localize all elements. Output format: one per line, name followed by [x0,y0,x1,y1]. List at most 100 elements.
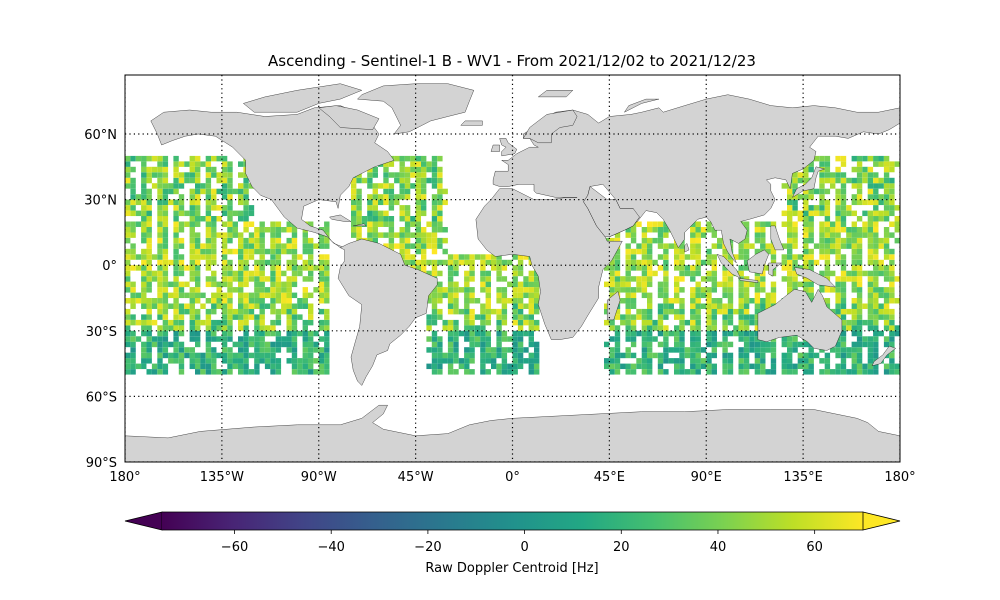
doppler-cell [243,248,249,255]
doppler-cell [189,194,195,200]
doppler-cell [808,161,814,167]
doppler-cell [168,358,174,364]
doppler-cell [297,363,303,370]
doppler-cell [173,243,179,249]
doppler-cell [485,281,491,288]
doppler-cell [157,281,163,288]
doppler-cell [856,336,863,342]
doppler-cell [302,298,308,304]
doppler-cell [851,232,857,238]
doppler-cell [684,352,691,359]
longitude-label: 90°E [691,470,722,485]
doppler-cell [743,358,750,364]
doppler-cell [254,287,260,293]
doppler-cell [146,276,152,282]
doppler-cell [162,166,169,173]
doppler-cell [162,155,169,162]
doppler-cell [873,194,879,200]
doppler-cell [178,347,185,353]
doppler-cell [243,259,249,266]
doppler-cell [840,352,847,359]
doppler-cell [270,303,276,309]
doppler-cell [485,341,491,348]
doppler-cell [367,227,373,233]
doppler-cell [254,363,260,370]
doppler-cell [205,188,212,195]
doppler-cell [157,287,163,293]
doppler-cell [205,199,212,206]
doppler-cell [270,270,276,277]
doppler-cell [743,298,750,304]
doppler-cell [679,248,685,255]
doppler-cell [878,303,884,309]
doppler-cell [846,243,852,249]
doppler-cell [856,216,863,222]
doppler-cell [760,287,766,293]
doppler-cell [787,227,793,233]
doppler-cell [125,319,131,326]
doppler-cell [367,221,373,227]
doppler-cell [421,237,427,244]
doppler-cell [372,188,378,195]
doppler-cell [711,369,717,375]
doppler-cell [485,369,491,375]
doppler-cell [318,325,325,331]
doppler-cell [324,358,330,364]
doppler-cell [162,336,169,342]
doppler-cell [835,259,841,266]
doppler-cell [248,205,255,211]
doppler-cell [485,298,491,304]
doppler-cell [679,347,685,353]
doppler-cell [141,177,147,184]
doppler-cell [399,210,405,217]
doppler-cell [243,216,249,222]
doppler-cell [706,287,712,293]
doppler-cell [873,281,879,288]
doppler-cell [625,265,631,271]
doppler-cell [254,319,260,326]
doppler-cell [770,352,777,359]
doppler-cell [824,188,831,195]
doppler-cell [846,270,852,277]
doppler-cell [259,270,265,277]
doppler-cell [867,237,874,244]
doppler-cell [738,281,744,288]
doppler-cell [867,210,874,217]
doppler-cell [286,227,292,233]
doppler-cell [426,270,432,277]
doppler-cell [851,303,857,309]
doppler-cell [679,243,685,249]
doppler-cell [447,358,454,364]
doppler-cell [173,210,179,217]
doppler-cell [189,199,195,206]
doppler-cell [534,325,540,331]
doppler-cell [404,248,411,255]
doppler-cell [275,221,282,227]
doppler-cell [883,210,890,217]
doppler-cell [243,336,249,342]
doppler-cell [873,292,879,299]
doppler-cell [426,243,432,249]
doppler-cell [819,243,825,249]
doppler-cell [480,330,486,337]
doppler-cell [351,188,357,195]
doppler-cell [873,314,879,320]
doppler-cell [787,265,793,271]
doppler-cell [173,205,179,211]
doppler-cell [840,319,847,326]
doppler-cell [641,341,648,348]
doppler-cell [738,303,744,309]
doppler-cell [647,352,653,359]
doppler-cell [157,259,163,266]
doppler-cell [711,270,717,277]
doppler-cell [141,298,147,304]
doppler-cell [652,237,658,244]
doppler-cell [787,188,793,195]
doppler-cell [399,205,405,211]
doppler-cell [695,270,701,277]
doppler-cell [873,161,879,167]
doppler-cell [867,319,874,326]
doppler-cell [399,232,405,238]
doppler-cell [641,308,648,315]
doppler-cell [195,363,201,370]
